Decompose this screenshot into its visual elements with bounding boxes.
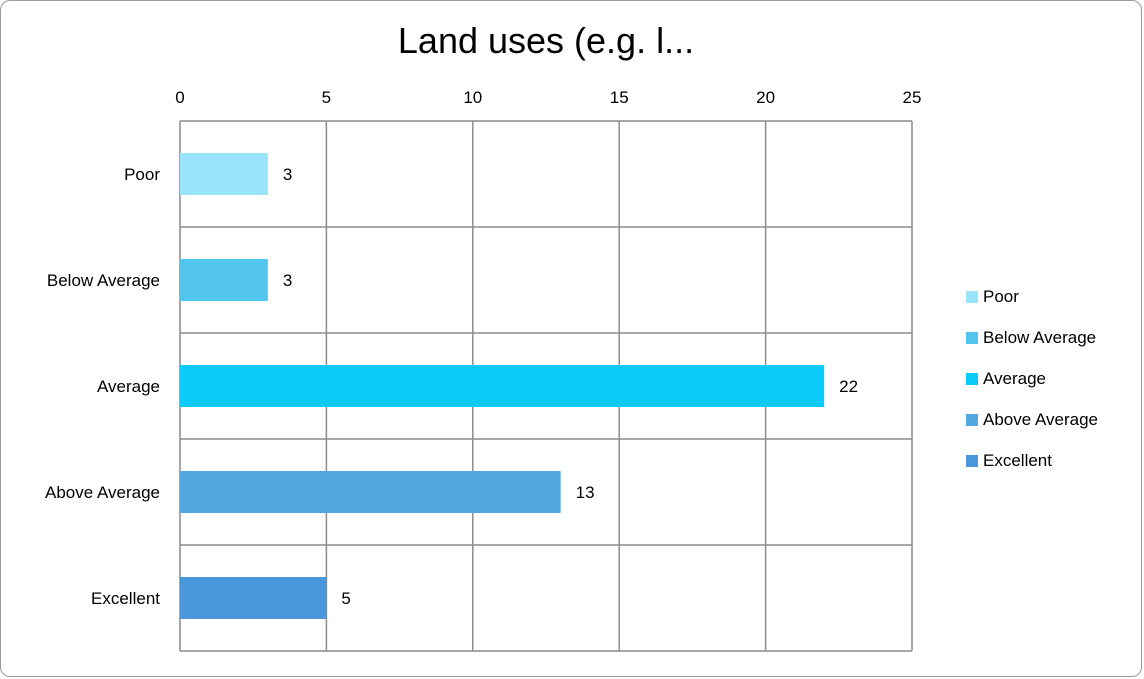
y-category-label: Average [97,377,160,396]
x-tick-label: 5 [322,88,331,107]
data-label: 3 [283,165,292,184]
data-labels: 3 3 22 13 5 [283,165,858,608]
legend-item-excellent[interactable]: Excellent [966,440,1142,481]
data-label: 3 [283,271,292,290]
legend-swatch [966,331,978,344]
legend-label: Excellent [983,450,1052,470]
data-label: 13 [576,483,595,502]
y-category-label: Below Average [47,271,160,290]
legend-item-average[interactable]: Average [966,358,1142,399]
y-category-label: Excellent [91,589,160,608]
x-axis-ticks: 0 5 10 15 20 25 [175,88,921,107]
chart-title: Land uses (e.g. l... [397,20,695,61]
legend-swatch [966,454,978,467]
bar-poor [180,153,268,195]
x-tick-label: 10 [463,88,482,107]
bars [180,153,825,619]
legend-label: Below Average [983,327,1097,347]
legend-label: Above Average [983,409,1098,429]
bar-average [180,365,825,407]
y-category-label: Above Average [45,483,160,502]
x-tick-label: 0 [175,88,184,107]
x-tick-label: 25 [903,88,922,107]
legend-swatch [966,413,978,426]
bar-below-average [180,259,268,301]
y-category-label: Poor [124,165,160,184]
legend-item-poor[interactable]: Poor [966,276,1142,317]
legend-label: Poor [983,286,1019,306]
x-tick-label: 15 [610,88,629,107]
data-label: 22 [839,377,858,396]
x-tick-label: 20 [756,88,775,107]
legend: Poor Below Average Average Above Average… [966,276,1142,481]
legend-item-below-average[interactable]: Below Average [966,317,1142,358]
y-axis-categories: Poor Below Average Average Above Average Exc… [45,165,160,608]
legend-label: Average [983,368,1047,388]
legend-swatch [966,290,978,303]
legend-item-above-average[interactable]: Above Average [966,399,1142,440]
data-label: 5 [341,589,350,608]
bar-excellent [180,577,327,619]
grid-lines [179,120,913,652]
bar-above-average [180,471,561,513]
legend-swatch [966,372,978,385]
